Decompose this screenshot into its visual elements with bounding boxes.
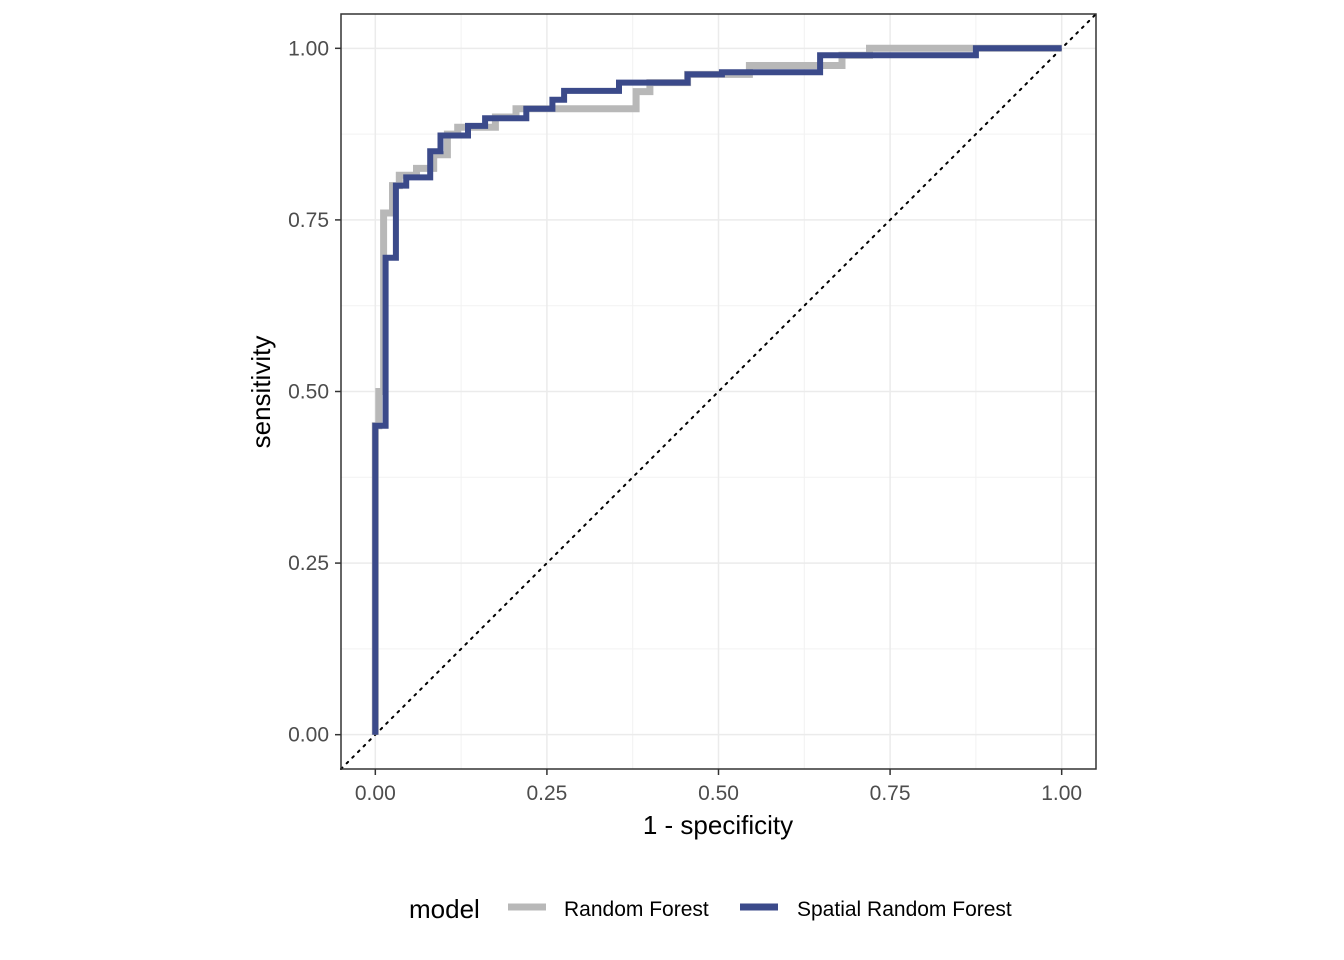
series-group bbox=[371, 44, 1062, 735]
x-axis: 0.00 0.25 0.50 0.75 1.00 bbox=[355, 769, 1082, 805]
y-tick-label: 0.00 bbox=[288, 724, 329, 747]
y-tick-label: 0.50 bbox=[288, 381, 329, 404]
x-tick-label: 0.25 bbox=[526, 782, 567, 805]
series-line-spatial-random-forest bbox=[372, 45, 1062, 735]
reference-diagonal-line bbox=[340, 13, 1097, 770]
y-axis: 0.00 0.25 0.50 0.75 1.00 bbox=[288, 37, 341, 747]
legend: model Random Forest Spatial Random Fores… bbox=[409, 894, 1012, 924]
series-line-random-forest bbox=[371, 44, 1062, 735]
x-tick-label: 1.00 bbox=[1041, 782, 1082, 805]
x-tick-label: 0.75 bbox=[870, 782, 911, 805]
legend-label-random-forest: Random Forest bbox=[564, 898, 709, 921]
legend-title: model bbox=[409, 894, 480, 924]
grid-major bbox=[341, 14, 1096, 769]
x-tick-label: 0.50 bbox=[698, 782, 739, 805]
x-axis-title: 1 - specificity bbox=[643, 810, 793, 840]
legend-label-spatial-random-forest: Spatial Random Forest bbox=[797, 898, 1012, 921]
y-tick-label: 1.00 bbox=[288, 37, 329, 60]
x-tick-label: 0.00 bbox=[355, 782, 396, 805]
y-axis-title: sensitivity bbox=[246, 336, 276, 449]
y-tick-label: 0.25 bbox=[288, 552, 329, 575]
y-tick-label: 0.75 bbox=[288, 209, 329, 232]
